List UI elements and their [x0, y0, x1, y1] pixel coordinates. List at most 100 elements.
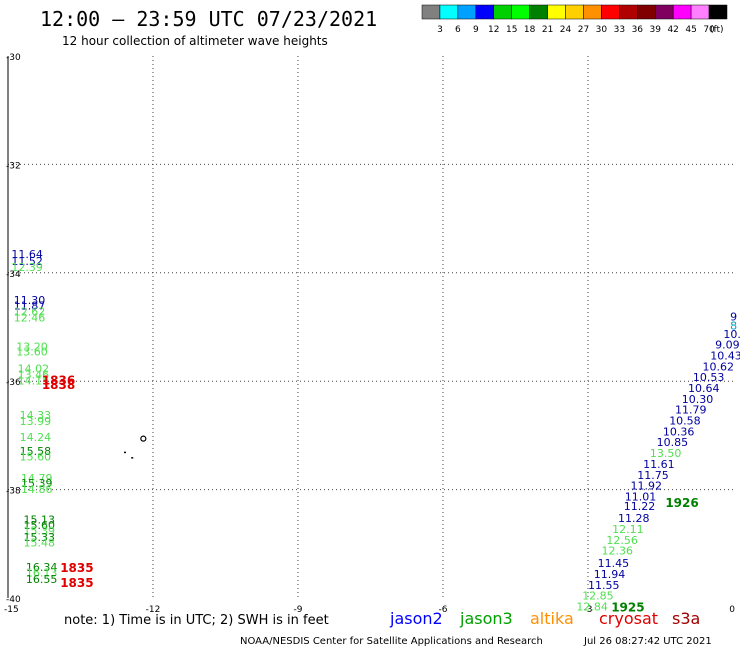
wave-height-label: 11.01	[625, 490, 657, 503]
colorbar-tick-label: 15	[506, 25, 517, 35]
colorbar-tick-label: 33	[614, 25, 625, 35]
wave-height-label: 12.36	[602, 545, 634, 558]
colorbar-swatch	[421, 4, 441, 20]
wave-height-label: 15.39	[21, 477, 53, 490]
wave-height-label: 13.60	[16, 346, 48, 359]
wave-height-label: 11.79	[675, 404, 707, 417]
colorbar-tick-label: 42	[667, 25, 678, 35]
colorbar-swatch	[583, 4, 602, 20]
colorbar-tick-label: 24	[560, 25, 572, 35]
wave-height-label: 15.39	[23, 525, 55, 538]
wave-height-label: 11.22	[624, 500, 656, 513]
wave-height-label: 11.94	[594, 568, 626, 581]
footer-note: note: 1) Time is in UTC; 2) SWH is in fe…	[64, 613, 329, 628]
wave-height-label: 14.79	[21, 472, 53, 485]
wave-height-label: 10.85	[657, 436, 689, 449]
colorbar-tick-label: 21	[542, 25, 553, 35]
colorbar-tick-label: 36	[632, 25, 644, 35]
chart-title: 12:00 – 23:59 UTC 07/23/2021	[40, 7, 377, 31]
colorbar-swatch	[690, 4, 710, 20]
colorbar-legend: 3 6 9 12 15 18 21 24 27 30 33 36 39 42 45 70	[421, 4, 728, 35]
legend-entry-cryosat: cryosat	[599, 609, 658, 628]
colorbar-swatch	[493, 4, 512, 20]
wave-height-label: 9.09	[715, 339, 740, 352]
colorbar-tick-label: 27	[578, 25, 589, 35]
wave-height-label: 11.75	[637, 469, 669, 482]
wave-height-label: 11.52	[11, 255, 42, 268]
wave-height-label: 10.64	[688, 382, 720, 395]
wave-height-label: 12.11	[612, 523, 644, 536]
wave-height-label: 15.60	[23, 519, 55, 532]
pass-time-label: 1925	[611, 601, 644, 615]
wave-height-label: 12.84	[576, 600, 608, 613]
colorbar-swatch	[529, 4, 548, 20]
colorbar-swatch	[672, 4, 692, 20]
wave-height-label: 8	[730, 320, 737, 333]
wave-height-label: 16.34	[26, 561, 57, 574]
colorbar-tick-label: 9	[473, 25, 479, 35]
pass-time-label: 1835	[60, 561, 93, 575]
wave-height-label: 11.64	[11, 248, 42, 261]
colorbar-tick-label: 18	[524, 25, 536, 35]
wave-height-label: 15.58	[20, 445, 51, 458]
colorbar-swatch	[619, 4, 638, 20]
footer-credit: NOAA/NESDIS Center for Satellite Applica…	[240, 636, 543, 647]
y-tick-label: -40	[6, 595, 21, 605]
colorbar-swatch	[475, 4, 495, 20]
wave-height-label: 14.33	[20, 409, 51, 422]
colorbar-unit: (ft)	[710, 25, 724, 35]
colorbar-tick-label: 39	[650, 25, 662, 35]
wave-height-label: 10.58	[669, 415, 701, 428]
y-tick-label: -32	[6, 161, 21, 171]
wave-height-label: 13.99	[20, 415, 51, 428]
legend-entry-s3a: s3a	[672, 609, 700, 628]
wave-height-label: 10.53	[693, 371, 725, 384]
pass-time-label: 1838	[42, 378, 75, 392]
x-tick-label: -12	[146, 605, 161, 615]
island-outlines	[124, 435, 147, 459]
wave-height-label: 14.24	[20, 431, 51, 444]
colorbar-tick-label: 6	[455, 25, 461, 35]
wave-height-label: 11.55	[588, 579, 620, 592]
colorbar-swatch	[654, 4, 674, 20]
wave-height-label: 13.50	[650, 447, 682, 460]
pass-time-label: 1835	[60, 576, 93, 590]
x-tick-label: 0	[729, 605, 735, 615]
wave-height-label: 11.45	[598, 557, 630, 570]
colorbar-tick-label: 3	[437, 25, 443, 35]
footer-timestamp: Jul 26 08:27:42 UTC 2021	[583, 636, 712, 647]
wave-height-label: 12.85	[582, 590, 614, 603]
wave-height-label: 12.39	[11, 261, 42, 274]
y-tick-label: -30	[6, 53, 21, 63]
wave-height-label: 10.43	[710, 350, 740, 363]
colorbar-swatch	[511, 4, 530, 20]
legend-entry-jason3: jason3	[459, 609, 513, 628]
y-tick-label: -38	[6, 487, 21, 497]
wave-height-label: 10.62	[703, 360, 735, 373]
colorbar-swatch	[547, 4, 566, 20]
colorbar-tick-label: 12	[488, 25, 499, 35]
x-tick-label: -6	[439, 605, 448, 615]
island-marker	[140, 435, 147, 442]
wave-height-label: 14.15	[18, 374, 49, 387]
wave-height-label: 9	[730, 310, 737, 323]
wave-height-label: 16.55	[26, 573, 57, 586]
colorbar-tick-label: 45	[685, 25, 696, 35]
wave-height-label: 12.62	[14, 306, 46, 319]
grid	[8, 56, 733, 598]
wave-height-label: 12.56	[606, 534, 638, 547]
colorbar-tick-label: 30	[596, 25, 608, 35]
x-tick-label: -3	[584, 605, 593, 615]
wave-height-label: 13.46	[18, 368, 49, 381]
wave-height-label: 14.86	[21, 483, 53, 496]
colorbar-swatch	[565, 4, 584, 20]
colorbar-swatch	[708, 4, 728, 20]
wave-height-label: 13.20	[16, 340, 48, 353]
island-marker	[124, 451, 126, 454]
pass-time-label: 1836	[42, 373, 75, 387]
wave-height-label: 11.30	[14, 294, 46, 307]
wave-height-label: 14.02	[18, 363, 49, 376]
y-tick-label: -34	[6, 270, 21, 280]
